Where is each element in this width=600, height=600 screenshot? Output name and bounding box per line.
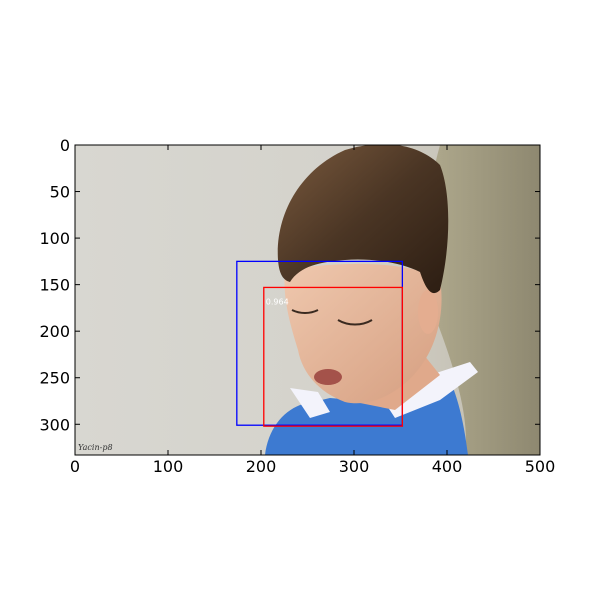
photo-image: Yacin-p8	[75, 145, 540, 455]
adult-shoulder	[424, 145, 540, 455]
detection-score-label: 0.964	[266, 297, 289, 306]
x-tick-label: 100	[153, 457, 184, 476]
x-tick-label: 500	[525, 457, 556, 476]
x-tick-label: 0	[70, 457, 80, 476]
x-axis: 0 100 200 300 400 500	[70, 145, 555, 476]
y-tick-label: 150	[39, 276, 70, 295]
x-tick-label: 200	[246, 457, 277, 476]
boy-right-eye	[337, 319, 373, 326]
axes-frame	[74, 144, 541, 456]
x-tick-label: 400	[432, 457, 463, 476]
y-tick-label: 100	[39, 229, 70, 248]
y-tick-label: 250	[39, 369, 70, 388]
x-tick-label: 300	[339, 457, 370, 476]
y-axis: 0 50 100 150 200 250 300	[39, 136, 540, 434]
y-tick-label: 0	[60, 136, 70, 155]
bounding-boxes: 0.964	[236, 260, 404, 427]
boy-left-eye	[291, 309, 319, 314]
y-tick-label: 300	[39, 415, 70, 434]
boy-hair	[277, 145, 449, 294]
y-tick-label: 50	[50, 183, 70, 202]
detection-box	[263, 286, 404, 427]
boy-mouth	[314, 369, 342, 385]
boy-ear	[418, 290, 438, 334]
photo-signature: Yacin-p8	[78, 443, 113, 452]
y-tick-label: 200	[39, 322, 70, 341]
